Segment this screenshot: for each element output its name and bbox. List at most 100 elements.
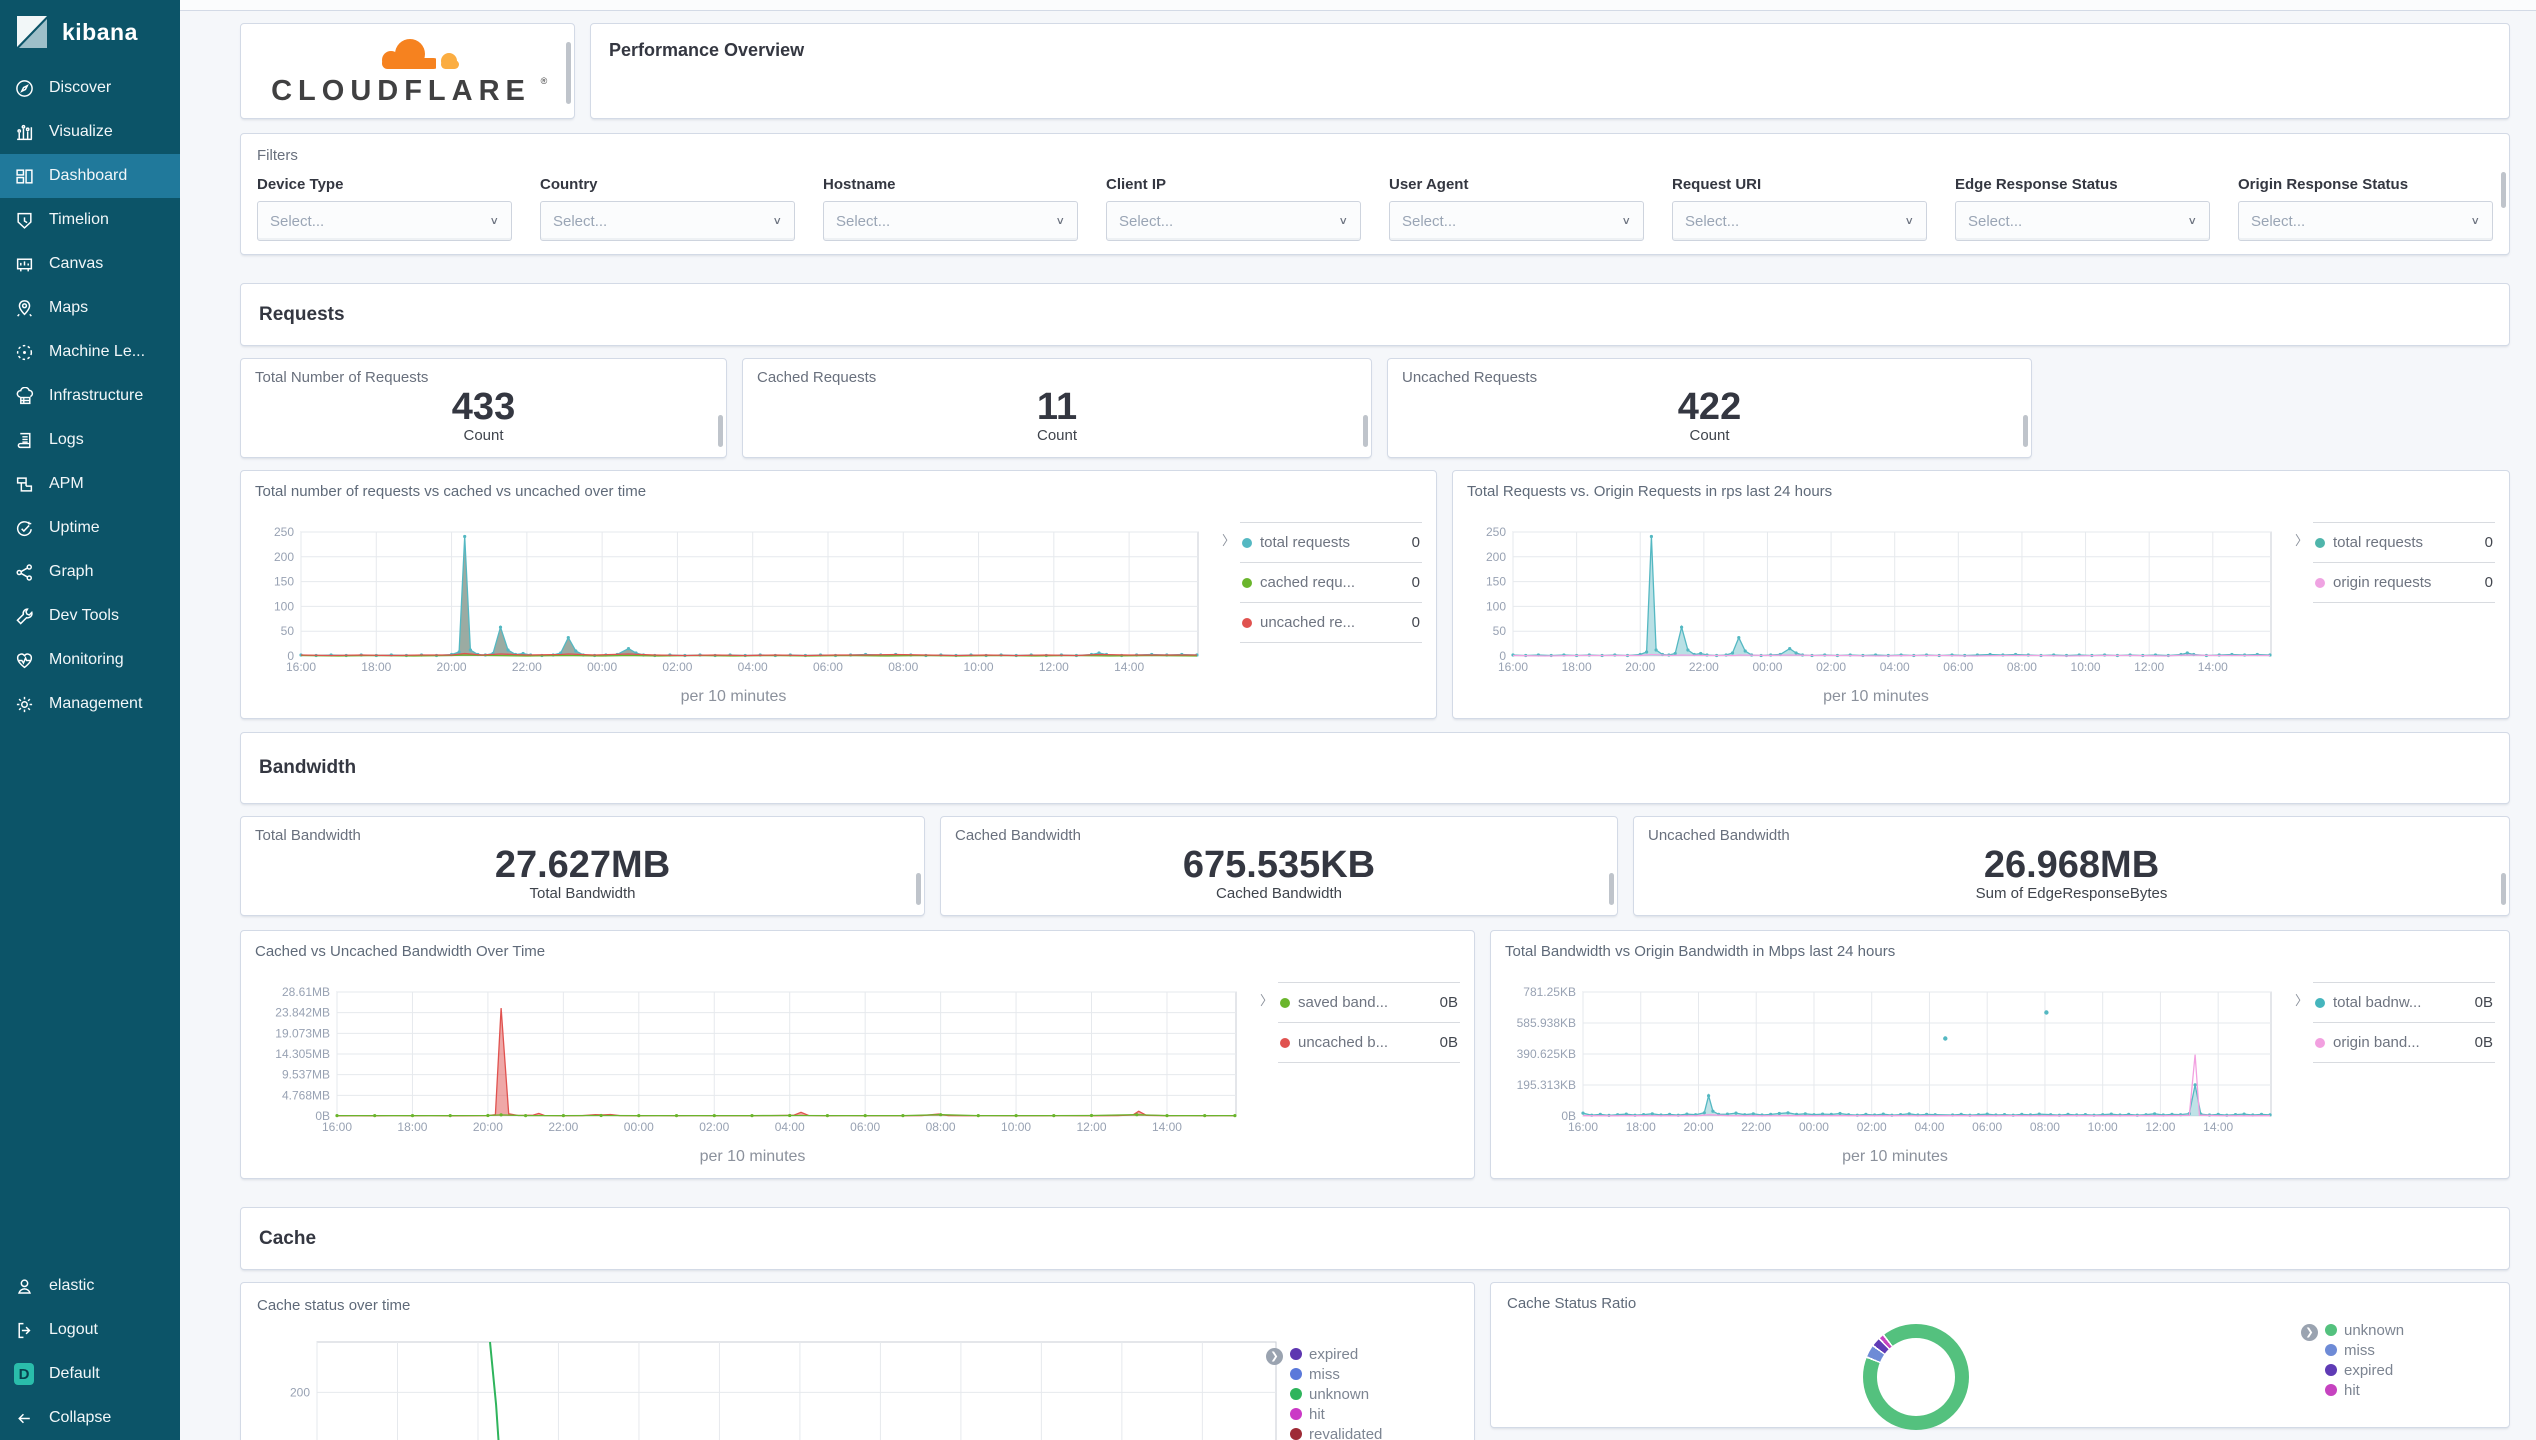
sidebar-item-timelion[interactable]: Timelion xyxy=(0,198,180,242)
sidebar-item-machine-le[interactable]: Machine Le... xyxy=(0,330,180,374)
metric-value: 26.968MB xyxy=(1983,844,2160,886)
svg-text:28.61MB: 28.61MB xyxy=(282,986,330,999)
panel-scrollbar[interactable] xyxy=(2023,415,2028,447)
filter-select-origin-response-status[interactable]: Select... ∨ xyxy=(2238,201,2493,241)
panel-scrollbar[interactable] xyxy=(2501,172,2506,208)
legend-color-dot xyxy=(1242,537,1252,548)
svg-text:150: 150 xyxy=(274,575,294,589)
sidebar-item-discover[interactable]: Discover xyxy=(0,66,180,110)
panel-scrollbar[interactable] xyxy=(916,873,921,905)
legend-item-unknown[interactable]: unknown xyxy=(2325,1320,2493,1340)
legend-item-expired[interactable]: expired xyxy=(2325,1360,2493,1380)
sidebar-item-label: Maps xyxy=(49,299,89,316)
legend-item-unknown[interactable]: unknown xyxy=(1290,1384,1458,1404)
legend-toggle-icon[interactable]: ❯ xyxy=(1266,1348,1283,1365)
sidebar-footer-logout[interactable]: Logout xyxy=(0,1308,180,1352)
filter-select-edge-response-status[interactable]: Select... ∨ xyxy=(1955,201,2210,241)
legend-color-dot xyxy=(2315,577,2325,588)
svg-text:02:00: 02:00 xyxy=(699,1120,729,1134)
filter-select-country[interactable]: Select... ∨ xyxy=(540,201,795,241)
svg-text:®: ® xyxy=(540,76,547,86)
panel-scrollbar[interactable] xyxy=(566,42,571,104)
sidebar-item-graph[interactable]: Graph xyxy=(0,550,180,594)
svg-text:08:00: 08:00 xyxy=(2030,1120,2060,1134)
svg-text:10:00: 10:00 xyxy=(2088,1120,2118,1134)
legend-item-uncached-re-[interactable]: uncached re... 0 xyxy=(1240,603,1422,643)
panel-scrollbar[interactable] xyxy=(1363,415,1368,447)
legend-item-total-requests[interactable]: total requests 0 xyxy=(2313,522,2495,563)
svg-text:19.073MB: 19.073MB xyxy=(275,1026,330,1040)
sidebar-footer-elastic[interactable]: elastic xyxy=(0,1264,180,1308)
panel-scrollbar[interactable] xyxy=(2501,873,2506,905)
svg-text:250: 250 xyxy=(274,526,294,539)
legend-item-saved-band-[interactable]: saved band... 0B xyxy=(1278,982,1460,1023)
sidebar-item-management[interactable]: Management xyxy=(0,682,180,726)
filter-select-request-uri[interactable]: Select... ∨ xyxy=(1672,201,1927,241)
legend-color-dot xyxy=(1280,1037,1290,1048)
legend-item-hit[interactable]: hit xyxy=(2325,1380,2493,1400)
legend-collapse-icon[interactable]: 〉 xyxy=(1222,533,1236,548)
metric-panel-cached-requests: Cached Requests 11 Count xyxy=(742,358,1372,458)
user-icon xyxy=(14,1276,34,1296)
filter-select-client-ip[interactable]: Select... ∨ xyxy=(1106,201,1361,241)
filter-label: Edge Response Status xyxy=(1955,176,2118,193)
legend-value: 0B xyxy=(2474,1034,2493,1051)
legend-collapse-icon[interactable]: 〉 xyxy=(2295,533,2309,548)
legend-item-revalidated[interactable]: revalidated xyxy=(1290,1424,1458,1440)
sidebar-item-dev-tools[interactable]: Dev Tools xyxy=(0,594,180,638)
legend-item-origin-requests[interactable]: origin requests 0 xyxy=(2313,563,2495,603)
kibana-logo-row[interactable]: kibana xyxy=(0,0,180,66)
legend-item-expired[interactable]: expired xyxy=(1290,1344,1458,1364)
legend-toggle-icon[interactable]: ❯ xyxy=(2301,1324,2318,1341)
legend-label: total requests xyxy=(2333,534,2424,551)
legend-item-miss[interactable]: miss xyxy=(1290,1364,1458,1384)
x-axis-label: per 10 minutes xyxy=(1823,688,1929,705)
metric-title: Total Bandwidth xyxy=(255,827,361,844)
svg-text:0B: 0B xyxy=(315,1109,330,1123)
canvas-icon xyxy=(14,254,34,274)
legend-item-miss[interactable]: miss xyxy=(2325,1340,2493,1360)
sidebar-item-canvas[interactable]: Canvas xyxy=(0,242,180,286)
legend-collapse-icon[interactable]: 〉 xyxy=(1260,993,1274,1008)
svg-text:20:00: 20:00 xyxy=(1683,1120,1713,1134)
legend-color-dot xyxy=(1242,577,1252,588)
select-placeholder: Select... xyxy=(1968,212,2023,230)
metric-title: Cached Requests xyxy=(757,369,877,386)
legend-item-total-badnw-[interactable]: total badnw... 0B xyxy=(2313,982,2495,1023)
svg-text:12:00: 12:00 xyxy=(2134,660,2164,674)
legend-label: miss xyxy=(2344,1341,2375,1359)
sidebar-item-uptime[interactable]: Uptime xyxy=(0,506,180,550)
filter-select-hostname[interactable]: Select... ∨ xyxy=(823,201,1078,241)
filter-user-agent: User Agent Select... ∨ xyxy=(1389,176,1644,241)
legend-item-hit[interactable]: hit xyxy=(1290,1404,1458,1424)
sidebar-footer-default[interactable]: D Default xyxy=(0,1352,180,1396)
legend-item-total-requests[interactable]: total requests 0 xyxy=(1240,522,1422,563)
svg-text:16:00: 16:00 xyxy=(322,1120,352,1134)
sidebar-item-maps[interactable]: Maps xyxy=(0,286,180,330)
filter-select-user-agent[interactable]: Select... ∨ xyxy=(1389,201,1644,241)
metric-title: Total Number of Requests xyxy=(255,369,429,386)
sidebar-item-logs[interactable]: Logs xyxy=(0,418,180,462)
svg-text:16:00: 16:00 xyxy=(286,660,316,674)
legend-item-origin-band-[interactable]: origin band... 0B xyxy=(2313,1023,2495,1063)
legend-item-cached-requ-[interactable]: cached requ... 0 xyxy=(1240,563,1422,603)
cache-status-ratio-donut[interactable] xyxy=(1863,1324,1969,1430)
filter-origin-response-status: Origin Response Status Select... ∨ xyxy=(2238,176,2493,241)
machine-learning-icon xyxy=(14,342,34,362)
sidebar-footer-collapse[interactable]: Collapse xyxy=(0,1396,180,1440)
sidebar-item-infrastructure[interactable]: Infrastructure xyxy=(0,374,180,418)
sidebar-item-apm[interactable]: APM xyxy=(0,462,180,506)
panel-scrollbar[interactable] xyxy=(718,415,723,447)
sidebar-item-visualize[interactable]: Visualize xyxy=(0,110,180,154)
legend-item-uncached-b-[interactable]: uncached b... 0B xyxy=(1278,1023,1460,1063)
svg-text:20:00: 20:00 xyxy=(473,1120,503,1134)
metric-sublabel: Total Bandwidth xyxy=(529,885,636,902)
filter-select-device-type[interactable]: Select... ∨ xyxy=(257,201,512,241)
sidebar-item-monitoring[interactable]: Monitoring xyxy=(0,638,180,682)
panel-scrollbar[interactable] xyxy=(1609,873,1614,905)
page-title: Performance Overview xyxy=(609,40,805,60)
legend-collapse-icon[interactable]: 〉 xyxy=(2295,993,2309,1008)
svg-text:100: 100 xyxy=(274,599,294,613)
sidebar-item-dashboard[interactable]: Dashboard xyxy=(0,154,180,198)
legend-value: 0 xyxy=(1411,534,1420,551)
